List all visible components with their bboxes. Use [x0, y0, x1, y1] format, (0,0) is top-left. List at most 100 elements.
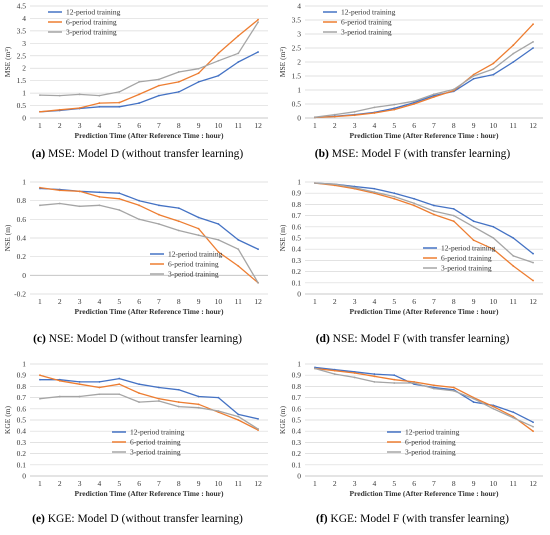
data-point: [333, 113, 336, 116]
caption-b: (b) MSE: Model F (with transfer learning…: [275, 148, 550, 160]
x-tick-label: 12: [529, 121, 537, 130]
y-tick-label: 3: [297, 30, 301, 39]
x-axis-title: Prediction Time (After Reference Time : …: [75, 131, 224, 140]
y-tick-label: 0.6: [292, 404, 302, 413]
legend-label: 3-period training: [341, 28, 392, 37]
y-tick-label: 0.6: [17, 404, 27, 413]
data-point: [532, 279, 534, 282]
data-point: [158, 94, 160, 97]
x-tick-label: 5: [117, 479, 121, 488]
data-point: [512, 52, 515, 55]
y-tick-label: 0: [22, 472, 26, 481]
data-point: [433, 387, 435, 390]
series-6-period: [39, 374, 259, 431]
data-point: [333, 115, 336, 118]
x-tick-label: 6: [412, 479, 416, 488]
data-point: [257, 428, 259, 430]
data-point: [217, 396, 220, 399]
x-tick-label: 3: [353, 297, 357, 306]
data-point: [492, 407, 495, 410]
y-tick-label: 3.5: [292, 16, 302, 25]
y-tick-label: 0.5: [292, 416, 302, 425]
data-point: [78, 107, 81, 109]
y-tick-label: 3.5: [17, 26, 27, 35]
series-line-6-period: [39, 374, 259, 431]
y-tick-label: 0.8: [292, 200, 302, 209]
x-tick-label: 2: [333, 297, 337, 306]
x-tick-label: 4: [373, 297, 377, 306]
x-tick-label: 1: [38, 121, 42, 130]
chart-panel-b: 0 0.5 1 1.5 2 2.5 3 3.5 4 1 2 3 4 5 6 7 8 9 10 11 12 Predicti…: [275, 0, 550, 177]
x-tick-label: 11: [235, 479, 242, 488]
data-point: [98, 191, 101, 194]
data-point: [217, 223, 220, 225]
data-point: [393, 197, 396, 200]
legend-label: 12-period training: [341, 8, 396, 17]
y-tick-label: 1: [297, 86, 301, 95]
data-point: [532, 425, 534, 428]
x-tick-label: 7: [157, 479, 161, 488]
y-tick-label: 0: [22, 114, 26, 123]
data-point: [492, 225, 495, 228]
data-point: [433, 94, 435, 97]
x-tick-label: 1: [38, 297, 42, 306]
data-point: [333, 183, 336, 186]
caption-a-letter: (a): [31, 148, 46, 160]
caption-d-letter: (d): [315, 333, 330, 345]
data-point: [413, 197, 415, 200]
series-line-3-period: [314, 367, 534, 428]
data-point: [39, 204, 41, 207]
data-point: [373, 373, 376, 375]
data-point: [314, 182, 316, 185]
data-point: [39, 94, 41, 97]
data-point: [237, 52, 240, 55]
data-point: [433, 213, 435, 216]
data-point: [532, 261, 534, 264]
data-point: [512, 44, 515, 47]
series-6-period: [39, 18, 259, 113]
data-point: [373, 106, 376, 109]
x-axis-title: Prediction Time (After Reference Time : …: [350, 131, 499, 140]
x-tick-label: 10: [215, 297, 223, 306]
series-6-period: [314, 23, 534, 119]
y-tick-label: 0.7: [17, 393, 27, 402]
data-point: [492, 73, 495, 76]
series-line-3-period: [314, 41, 534, 118]
data-point: [197, 216, 200, 219]
data-point: [512, 265, 515, 267]
legend-label: 3-period training: [66, 28, 117, 37]
data-point: [452, 386, 455, 389]
data-point: [138, 383, 140, 386]
data-point: [118, 383, 121, 386]
data-point: [39, 186, 41, 189]
data-point: [138, 392, 140, 395]
x-tick-label: 4: [373, 479, 377, 488]
series-line-3-period: [39, 21, 259, 97]
data-point: [373, 112, 376, 114]
data-point: [177, 207, 180, 210]
x-tick-label: 6: [137, 479, 141, 488]
chart-panel-e: 0 0.1 0.2 0.3 0.4 0.5 0.6 0.7 0.8 0.9 1 1 2 3 4 5 6 7 8 9 10…: [0, 358, 275, 535]
x-tick-label: 7: [432, 121, 436, 130]
gridlines: [305, 5, 543, 119]
data-point: [158, 397, 160, 400]
y-tick-label: 0.3: [292, 438, 302, 447]
x-tick-label: 4: [373, 121, 377, 130]
data-point: [118, 393, 121, 396]
data-point: [217, 238, 220, 241]
x-tick-label: 11: [510, 297, 517, 306]
data-point: [58, 395, 61, 398]
data-point: [197, 403, 200, 406]
data-point: [197, 234, 200, 237]
chart-d: 00.10.20.30.40.50.60.70.80.911 2 3 4 5 6 7 8 9 10…: [278, 178, 543, 316]
series-line-6-period: [314, 182, 534, 282]
data-point: [197, 227, 200, 230]
data-point: [138, 102, 140, 104]
data-point: [78, 205, 81, 208]
data-point: [237, 415, 240, 418]
x-tick-label: 8: [452, 121, 456, 130]
data-point: [237, 265, 240, 267]
axis-labels: 00.10.20.30.40.50.60.70.80.911 2 3 4 5 6 7 8 9 10…: [292, 360, 537, 489]
data-point: [452, 389, 455, 392]
